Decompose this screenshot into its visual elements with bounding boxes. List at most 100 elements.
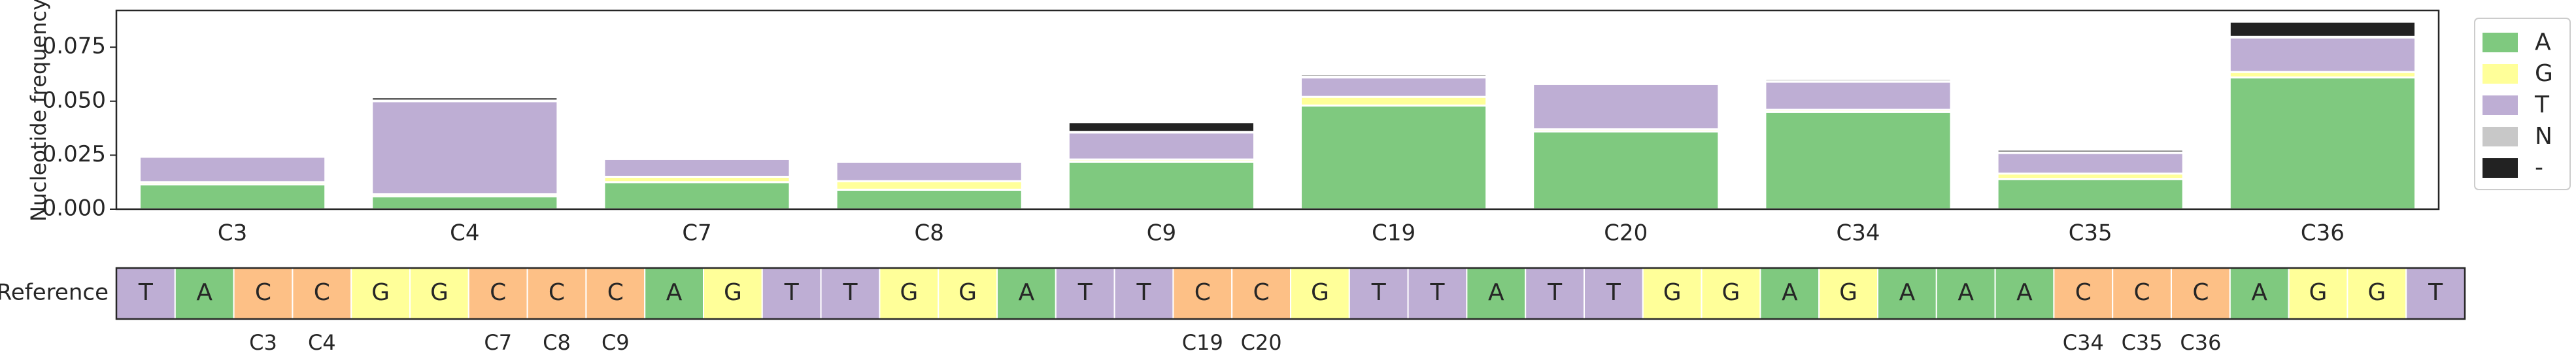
reference-cell-T (2405, 267, 2466, 320)
x-tick-label: C3 (218, 220, 247, 246)
reference-position-label: C34 (2063, 330, 2104, 353)
reference-cell-C (292, 267, 352, 320)
reference-base-letter: A (196, 279, 212, 306)
legend-swatch-gap (2483, 158, 2518, 178)
reference-cell-A (1935, 267, 1996, 320)
plot-frame (115, 9, 2440, 210)
reference-base-letter: A (2251, 279, 2267, 306)
reference-base-letter: T (784, 279, 800, 306)
reference-position-label: C7 (484, 330, 512, 353)
y-tick-label: 0.075 (42, 33, 106, 59)
reference-cell-G (1701, 267, 1761, 320)
bar-segment-G-C19 (1300, 95, 1488, 107)
bar-segment-gap-C9 (1067, 121, 1255, 133)
y-tick-label: 0.025 (42, 141, 106, 167)
reference-label: Reference (0, 280, 109, 306)
reference-cell-C (2171, 267, 2231, 320)
reference-base-letter: G (371, 279, 390, 306)
bar-segment-gap-C3 (139, 154, 327, 157)
reference-cell-T (1348, 267, 1409, 320)
reference-base-letter: G (1663, 279, 1682, 306)
reference-base-letter: C (549, 279, 565, 306)
reference-base-letter: C (2075, 279, 2092, 306)
reference-base-letter: A (666, 279, 683, 306)
reference-base-letter: T (1606, 279, 1621, 306)
reference-base-letter: C (1195, 279, 1211, 306)
bar-segment-A-C36 (2228, 76, 2416, 210)
reference-frame (115, 267, 2466, 320)
bar-segment-gap-C19 (1300, 73, 1488, 78)
reference-cell-T (761, 267, 822, 320)
reference-base-letter: C (314, 279, 330, 306)
reference-base-letter: A (1782, 279, 1798, 306)
reference-base-letter: T (843, 279, 858, 306)
reference-base-letter: C (607, 279, 624, 306)
y-tick-label: 0.050 (42, 87, 106, 113)
reference-cell-G (2347, 267, 2407, 320)
reference-track: Reference T A C C G G C C C A G T T G G A T T C C G T T A T T G G A G A… (0, 267, 2466, 353)
reference-cell-T (1584, 267, 1644, 320)
legend-label: N (2535, 123, 2552, 150)
bar-segment-gap-C36 (2228, 20, 2416, 38)
reference-base-letter: G (430, 279, 449, 306)
bar-segment-T-C9 (1067, 131, 1255, 161)
legend-label: A (2535, 29, 2551, 56)
legend-swatch-A (2483, 33, 2518, 52)
reference-position-label: C20 (1241, 330, 1282, 353)
reference-base-letter: C (1253, 279, 1270, 306)
reference-position-label: C35 (2122, 330, 2163, 353)
y-axis-label: Nucleotide frequency (26, 0, 51, 222)
bar-segment-T-C19 (1300, 76, 1488, 98)
bar-segment-G-C8 (835, 180, 1023, 191)
reference-base-letter: G (1722, 279, 1740, 306)
reference-base-letter: A (2016, 279, 2033, 306)
reference-cell-A (644, 267, 705, 320)
bar-segment-gap-C34 (1764, 78, 1952, 82)
reference-cell-T (116, 267, 176, 320)
x-tick-label: C19 (1372, 220, 1415, 246)
reference-base-letter: A (1488, 279, 1504, 306)
reference-base-letter: T (2428, 279, 2443, 306)
reference-base-letter: G (900, 279, 918, 306)
bar-segment-T-C3 (139, 156, 327, 184)
bar-segment-T-C36 (2228, 36, 2416, 73)
reference-base-letter: C (2134, 279, 2150, 306)
reference-base-letter: G (724, 279, 742, 306)
legend-label: T (2534, 92, 2550, 118)
bar-segment-A-C35 (1996, 178, 2184, 210)
x-tick-label: C20 (1604, 220, 1648, 246)
bar-segment-A-C9 (1067, 160, 1255, 210)
reference-base-letter: A (1899, 279, 1916, 306)
reference-base-letter: G (958, 279, 977, 306)
x-tick-label: C7 (682, 220, 711, 246)
reference-position-label: C8 (543, 330, 571, 353)
bar-segment-A-C7 (603, 181, 791, 210)
bar-segment-A-C19 (1300, 104, 1488, 210)
reference-base-letter: G (1839, 279, 1857, 306)
reference-base-letter: A (1019, 279, 1035, 306)
bar-segment-A-C3 (139, 183, 327, 210)
reference-position-label: C9 (602, 330, 630, 353)
reference-base-letter: T (1430, 279, 1446, 306)
reference-cell-A (1877, 267, 1937, 320)
reference-cell-C (1172, 267, 1233, 320)
reference-position-label: C4 (308, 330, 336, 353)
reference-base-letter: G (2309, 279, 2328, 306)
x-tick-label: C35 (2069, 220, 2112, 246)
legend-swatch-T (2483, 95, 2518, 115)
x-tick-label: C9 (1147, 220, 1176, 246)
reference-cell-A (996, 267, 1057, 320)
reference-base-letter: T (1136, 279, 1152, 306)
x-tick-label: C36 (2301, 220, 2345, 246)
reference-position-label: C19 (1182, 330, 1223, 353)
bar-segment-A-C4 (371, 195, 559, 210)
reference-base-letter: G (2367, 279, 2386, 306)
legend-box (2474, 18, 2571, 190)
reference-base-letter: T (138, 279, 154, 306)
reference-position-label: C36 (2180, 330, 2221, 353)
bar-segment-gap-C20 (1532, 80, 1720, 84)
x-tick-label: C34 (1836, 220, 1880, 246)
